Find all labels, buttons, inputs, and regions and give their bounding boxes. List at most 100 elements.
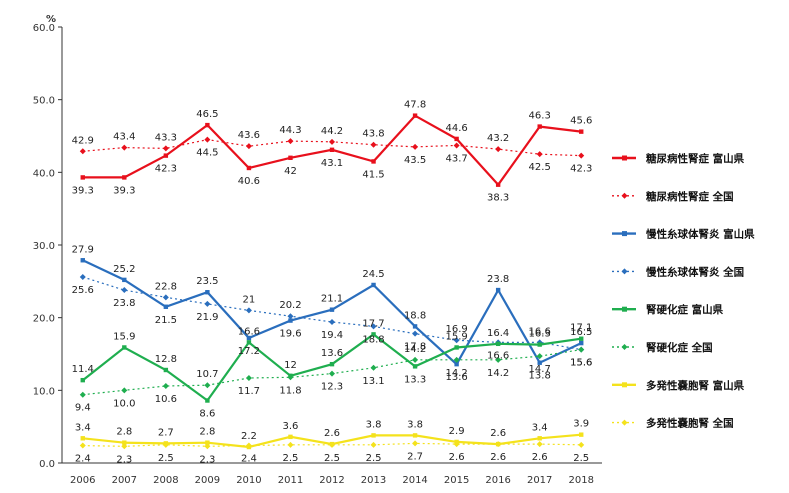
data-label: 2.6 [490,452,506,463]
data-point [412,440,419,447]
legend-label: 多発性嚢胞腎 全国 [646,417,734,430]
data-label: 24.5 [362,269,384,280]
y-tick-label: 20.0 [33,314,55,325]
data-label: 13.1 [362,376,384,387]
data-point [412,364,418,369]
data-label: 2.6 [490,428,506,439]
data-point [453,337,460,344]
data-label: 2.8 [199,427,215,438]
y-tick-label: 40.0 [33,168,55,179]
data-point [121,144,128,151]
data-label: 18.8 [404,310,426,321]
data-point [453,356,460,363]
data-point [329,319,335,326]
data-label: 12.3 [321,382,343,393]
legend-item-1: 糖尿病性腎症 全国 [612,190,734,203]
data-label: 22.8 [155,281,177,292]
data-point [287,374,294,381]
data-label: 44.2 [321,126,343,137]
data-label: 43.7 [445,153,467,164]
x-tick-label: 2018 [569,475,594,486]
data-label: 38.3 [487,193,509,204]
data-point [246,340,252,345]
data-point [288,434,293,440]
data-label: 2.2 [241,431,257,442]
data-label: 46.3 [529,111,551,122]
data-point [536,353,543,360]
data-label: 10.6 [155,394,177,405]
data-label: 16.4 [487,328,509,339]
data-point [370,364,377,371]
legend-item-0: 糖尿病性腎症 富山県 [612,152,745,165]
legend-label: 慢性糸球体腎炎 富山県 [646,228,755,241]
data-label: 42 [284,166,297,177]
data-point [454,136,459,142]
data-point [371,332,376,337]
legend-label: 糖尿病性腎症 富山県 [646,152,745,165]
data-label: 25.6 [72,285,94,296]
data-point [122,277,127,283]
data-point [412,143,419,150]
legend-marker [621,344,628,350]
data-point [162,145,169,152]
data-point [204,382,211,389]
data-label: 2.4 [241,454,257,465]
data-labels: 39.3 39.3 42.3 46.5 40.6 42 43.1 41.5 47.8 44.6 38… [72,100,593,466]
data-label: 17.2 [238,346,260,357]
legend-marker [622,231,627,237]
data-point [578,441,585,448]
data-label: 43.4 [113,132,135,143]
data-label: 16.6 [487,350,509,361]
data-label: 39.3 [113,185,135,196]
data-point [288,155,293,160]
data-label: 8.6 [199,409,215,420]
data-label: 21 [243,294,256,305]
legend-item-6: 多発性嚢胞腎 富山県 [612,379,745,392]
data-point [495,441,502,448]
data-label: 15.6 [570,358,592,369]
data-point [121,443,128,450]
data-point [122,440,127,445]
data-point [162,441,169,448]
data-point [329,138,335,145]
data-point [579,432,584,437]
data-point [537,360,542,365]
legend-label: 腎硬化症 全国 [646,341,713,354]
legend-marker [622,382,627,388]
data-point [79,148,86,155]
data-label: 16.3 [529,329,551,340]
x-tick-label: 2015 [444,475,469,486]
data-label: 17.7 [362,318,384,329]
legend-marker [621,268,628,275]
legend-label: 腎硬化症 富山県 [646,303,724,316]
data-label: 44.6 [445,123,467,134]
data-label: 2.6 [324,428,340,439]
data-point [537,436,542,441]
data-point [162,382,169,389]
x-tick-label: 2010 [236,475,261,486]
data-label: 45.6 [570,116,592,127]
legend-item-5: 腎硬化症 全国 [612,341,713,354]
data-point [80,258,85,263]
data-label: 3.4 [75,422,91,433]
data-label: 23.5 [196,276,218,287]
legend-marker [622,306,627,312]
data-label: 2.5 [366,453,382,464]
data-point [163,367,169,373]
data-point [80,377,85,383]
data-label: 42.5 [529,162,551,173]
data-point [579,129,584,134]
data-label: 10.0 [113,398,135,409]
data-point [163,304,169,309]
data-point [80,436,85,441]
data-label: 43.6 [238,130,260,141]
x-tick-label: 2006 [70,475,95,486]
data-point [412,330,419,337]
data-point [578,152,585,159]
legend-item-2: 慢性糸球体腎炎 富山県 [612,228,755,241]
data-label: 16.5 [570,327,592,338]
y-tick-label: 50.0 [33,96,55,107]
data-point [453,142,460,149]
data-label: 21.1 [321,294,343,305]
data-point [205,398,210,403]
